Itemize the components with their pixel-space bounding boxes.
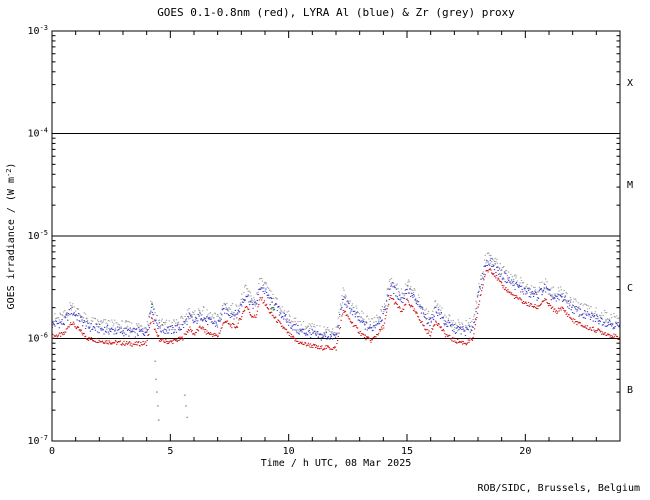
y-axis-label: GOES irradiance / (W m-2): [5, 163, 17, 310]
y-tick-label: 10-3: [28, 24, 48, 37]
chart-title: GOES 0.1-0.8nm (red), LYRA Al (blue) & Z…: [157, 6, 515, 19]
data-series-layer: [51, 252, 621, 351]
y-tick-label: 10-6: [28, 332, 48, 345]
artifact-points-layer: [151, 303, 275, 421]
y-tick-label: 10-7: [28, 434, 48, 447]
flare-class-label-c: C: [627, 283, 633, 294]
series-trace-goes-0-1-0-8nm: [51, 268, 621, 351]
flare-class-label-m: M: [627, 180, 633, 191]
flare-class-label-x: X: [627, 78, 633, 89]
x-tick-label: 15: [401, 446, 413, 457]
x-tick-label: 20: [519, 446, 531, 457]
flare-class-label-b: B: [627, 385, 633, 396]
x-tick-label: 10: [283, 446, 295, 457]
flare-class-labels: X M C B: [627, 78, 633, 396]
x-tick-label: 5: [167, 446, 173, 457]
plot-border: [51, 30, 621, 442]
series-trace-lyra-zr-proxy: [51, 252, 621, 339]
tick-marks: [51, 30, 621, 442]
x-axis-label: Time / h UTC, 08 Mar 2025: [261, 458, 412, 469]
x-tick-labels: 0 5 10 15 20: [49, 446, 531, 457]
y-tick-label: 10-4: [28, 127, 48, 140]
series-trace-lyra-al-proxy: [51, 257, 621, 341]
class-boundary-lines: [52, 133, 620, 339]
credit-text: ROB/SIDC, Brussels, Belgium: [477, 483, 640, 494]
x-tick-label: 0: [49, 446, 55, 457]
y-tick-label: 10-5: [28, 229, 48, 242]
y-tick-labels: 10-3 10-4 10-5 10-6 10-7: [28, 24, 48, 447]
